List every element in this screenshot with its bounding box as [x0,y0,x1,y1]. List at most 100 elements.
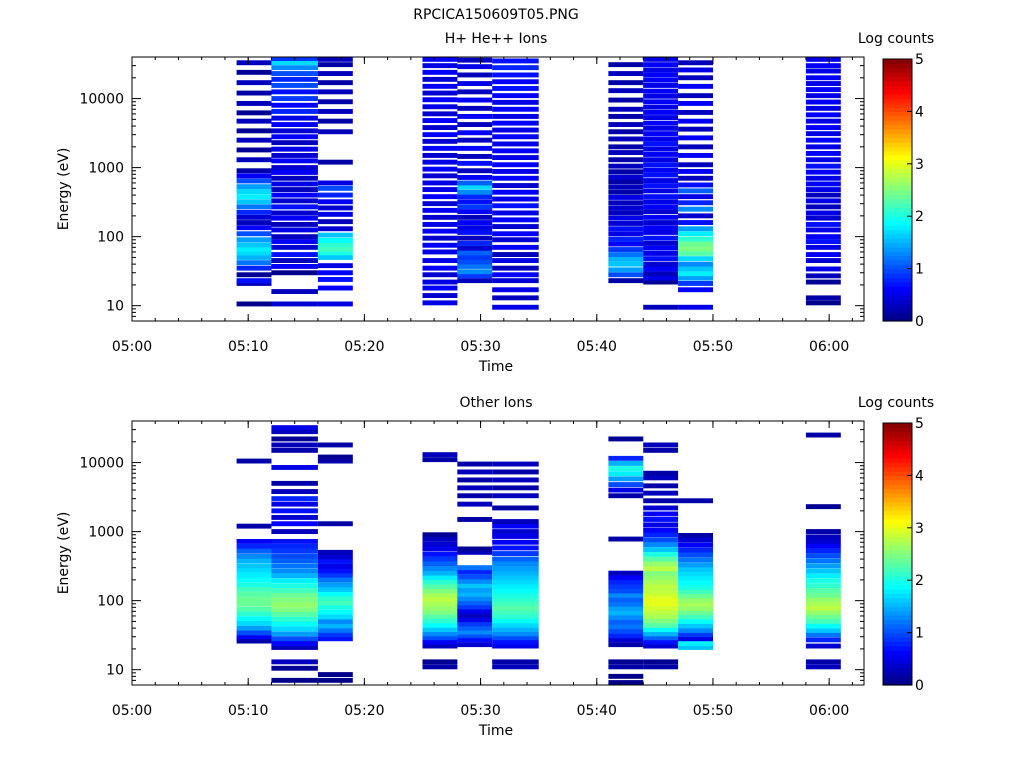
heatmap-cell [805,151,841,156]
heatmap-cell [422,541,458,547]
heatmap-cell [271,140,318,146]
heatmap-cell [805,137,841,143]
heatmap-cell [422,452,458,458]
heatmap-cell [492,519,539,524]
heatmap-cell [457,549,493,555]
heatmap-cell [492,570,539,576]
heatmap-cell [805,578,841,584]
plot-frame [131,420,865,686]
heatmap-cell [805,568,841,574]
heatmap-cell [236,242,272,248]
panel-title: H+ He++ Ions [445,31,548,47]
heatmap-cell [643,511,679,517]
heatmap-cell [805,637,841,643]
heatmap-cell [643,498,679,504]
colorbar-segment [883,85,912,91]
colorbar-segment [883,466,912,472]
heatmap-cell [271,489,318,494]
heatmap-cell [271,544,318,549]
heatmap-cell [457,194,493,200]
heatmap-cell [608,593,644,598]
heatmap-cell [422,90,458,96]
colorbar-segment [883,615,912,621]
heatmap-cell [805,539,841,544]
heatmap-cell [492,278,539,284]
heatmap-cell [678,619,713,624]
colorbar-segment [883,680,912,686]
heatmap-cell [678,547,713,553]
heatmap-cell [317,454,353,460]
heatmap-cell [271,252,318,257]
heatmap-cell [643,579,679,585]
colorbar-segment [883,238,912,243]
heatmap-cell [236,178,272,184]
heatmap-cell [608,659,644,665]
heatmap-cell [608,261,644,267]
heatmap-cell [608,267,644,273]
heatmap-cell [492,614,539,619]
heatmap-cell [492,72,539,78]
colorbar-tick-label: 1 [915,262,924,278]
heatmap-cell [271,677,318,683]
heatmap-cell [236,634,272,640]
heatmap-cell [422,97,458,103]
heatmap-cell [805,588,841,593]
heatmap-cell [805,163,841,169]
heatmap-cell [317,549,353,555]
heatmap-cell [805,258,841,263]
y-tick-label: 1000 [88,525,124,541]
heatmap-cell [422,214,458,220]
heatmap-cell [317,219,353,225]
colorbar-segment [883,76,912,82]
heatmap-cell [271,588,318,593]
colorbar-segment [883,255,912,261]
heatmap-cell [608,487,644,493]
heatmap-cell [271,665,318,671]
heatmap-cell [271,76,318,82]
heatmap-cell [492,529,539,534]
heatmap-cell [805,614,841,620]
heatmap-cell [422,285,458,291]
heatmap-cell [271,210,318,216]
colorbar-segment [883,475,912,481]
colorbar-tick-label: 5 [915,52,924,68]
heatmap-cell [422,457,458,463]
colorbar-segment [883,641,912,647]
heatmap-cell [422,627,458,633]
x-tick-label: 05:20 [344,339,384,355]
heatmap-cell [643,597,679,602]
heatmap-cell [678,67,713,73]
heatmap-cell [608,169,644,175]
colorbar-segment [883,264,912,270]
heatmap-cell [492,231,539,237]
heatmap-cell [608,536,644,542]
colorbar-segment [883,440,912,446]
heatmap-cell [805,659,841,665]
heatmap-cell [457,81,493,86]
heatmap-cell [422,159,458,165]
heatmap-cell [492,162,539,168]
heatmap-cell [643,601,679,607]
colorbar-segment [883,427,912,433]
heatmap-cell [643,188,679,194]
heatmap-cell [236,587,272,592]
heatmap-cell [608,136,644,142]
heatmap-cell [271,641,318,646]
heatmap-cell [492,597,539,602]
colorbar-segment [883,431,912,437]
heatmap-cell [271,429,318,435]
heatmap-cell [678,571,713,577]
heatmap-cell [236,250,272,256]
heatmap-cell [236,523,272,529]
heatmap-cell [317,568,353,574]
heatmap-cell [236,157,272,163]
heatmap-cell [678,645,713,650]
heatmap-cell [457,168,493,174]
heatmap-cell [317,604,353,610]
heatmap-cell [422,664,458,670]
heatmap-cell [643,532,679,538]
colorbar-segment [883,492,912,498]
heatmap-cell [271,146,318,152]
heatmap-cell [492,58,539,64]
heatmap-cell [271,436,318,442]
